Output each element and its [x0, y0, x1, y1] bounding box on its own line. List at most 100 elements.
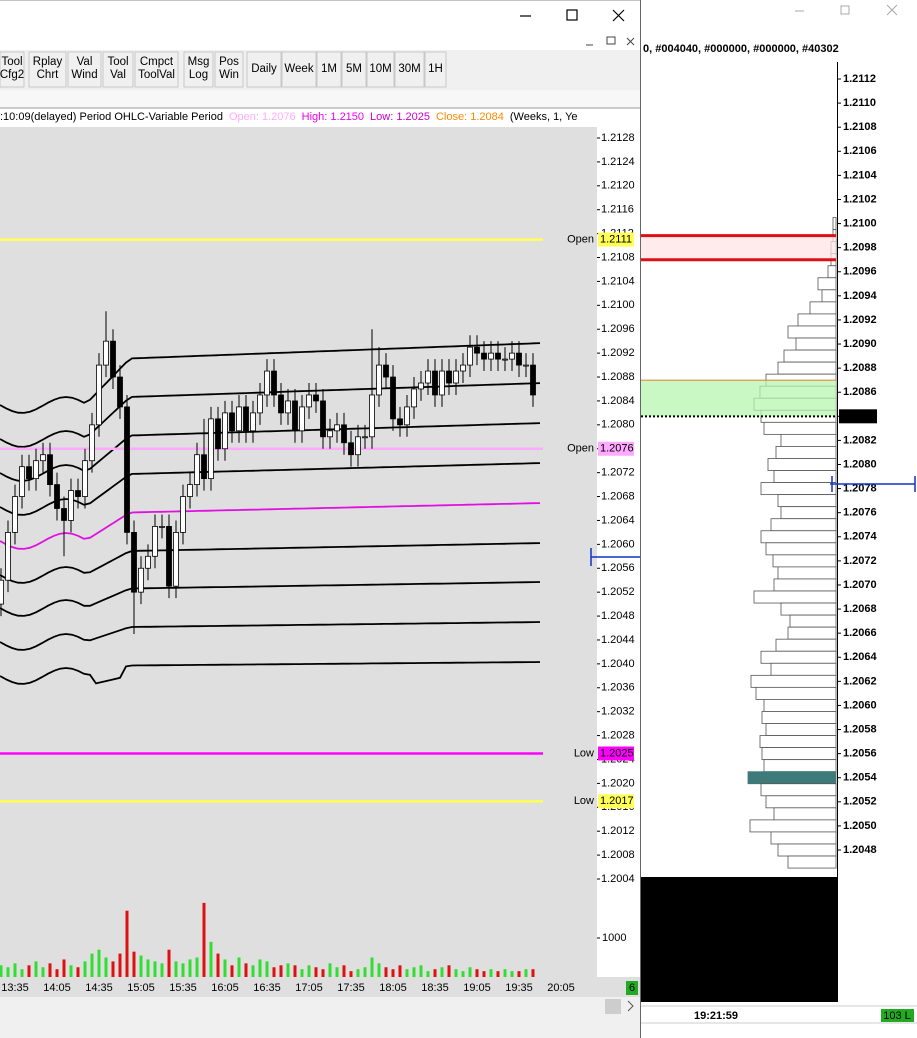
right-restore[interactable]: [840, 5, 850, 15]
candle-body: [117, 376, 123, 408]
y-tick-label: 1.2110: [843, 97, 876, 109]
volume-bar: [447, 965, 451, 977]
profile-bar: [760, 530, 837, 544]
volume-bar: [90, 953, 94, 977]
toolbar-button[interactable]: [102, 51, 134, 88]
volume-bar: [153, 961, 157, 977]
candle-body: [495, 352, 501, 360]
candle-body: [159, 526, 165, 528]
candle-body: [502, 358, 508, 361]
x-tick-label: 17:05: [295, 982, 323, 994]
candle-body: [96, 364, 102, 426]
candle-body: [383, 364, 389, 378]
toolbar-button[interactable]: [366, 51, 395, 88]
candle-body: [236, 406, 242, 432]
y-tick-label: 1.2070: [843, 579, 877, 591]
candle-body: [271, 370, 277, 396]
y-tick-label: 1.2080: [601, 419, 635, 431]
y-tick-label: 1.2104: [601, 275, 635, 287]
toolbar-button[interactable]: [28, 51, 67, 88]
level-value: 1.2017: [600, 795, 634, 807]
volume-bar: [279, 965, 283, 977]
y-tick-label: 1.2068: [601, 490, 635, 502]
y-tick-label: 1.2056: [843, 748, 877, 760]
level-box: [598, 441, 634, 456]
profile-bar: [763, 759, 837, 773]
candle-body: [250, 412, 256, 432]
level-label: Low: [574, 795, 594, 807]
volume-bar: [503, 969, 507, 977]
candle-body: [208, 418, 214, 480]
volume-bar: [209, 941, 213, 977]
toolbar-button[interactable]: [0, 51, 25, 88]
profile-bar: [797, 313, 837, 327]
scroll-thumb[interactable]: [605, 999, 621, 1014]
candle-body: [68, 490, 74, 521]
toolbar-button[interactable]: [246, 51, 282, 88]
candle-body: [348, 442, 354, 456]
candle-body: [152, 526, 158, 557]
candle-body: [397, 418, 403, 426]
volume-bar: [62, 959, 66, 977]
scrollbar[interactable]: [0, 997, 640, 1017]
volume-bar: [531, 969, 535, 977]
toolbar-button[interactable]: [134, 51, 179, 88]
volume-bar: [314, 967, 318, 977]
y-tick-label: 1.2072: [601, 467, 635, 479]
volume-bar: [517, 971, 521, 977]
right-close[interactable]: [886, 4, 898, 16]
band-line: [0, 342, 541, 414]
status-bar: [0, 1017, 640, 1038]
level-value: 1.2111: [600, 233, 632, 245]
price-axis: [597, 127, 640, 977]
toolbar-button[interactable]: [316, 51, 342, 88]
button-label: Val: [77, 56, 93, 68]
volume-bar: [468, 967, 472, 977]
toolbar-button[interactable]: [394, 51, 425, 88]
left-badge-box: [626, 981, 638, 995]
y-tick-label: 1.2098: [843, 242, 877, 254]
blue-marker[interactable]: [830, 476, 916, 492]
volume-bar: [391, 969, 395, 977]
maximize-button[interactable]: [566, 9, 578, 21]
toolbar-button[interactable]: [67, 51, 102, 88]
x-tick-label: 18:35: [421, 982, 449, 994]
profile-bar: [770, 518, 837, 532]
profile-bar: [753, 590, 837, 604]
candle-body: [19, 466, 25, 497]
scroll-arrow[interactable]: [627, 1000, 634, 1012]
toolbar-gap: [0, 90, 640, 108]
candle-body: [278, 394, 284, 414]
x-tick-label: 18:05: [379, 982, 407, 994]
profile-bar: [770, 662, 837, 676]
volume-bar: [202, 902, 206, 977]
volume-bar: [272, 967, 276, 977]
toolbar-button[interactable]: [424, 51, 447, 88]
close-button[interactable]: [612, 9, 625, 22]
volume-tick-label: 1000: [602, 932, 626, 944]
profile-bar: [795, 337, 837, 351]
y-tick-label: 1.2052: [843, 796, 877, 808]
candle-body: [411, 388, 417, 408]
candle-body: [257, 394, 263, 414]
volume-bar: [405, 969, 409, 977]
candle-body: [187, 484, 193, 497]
toolbar-button[interactable]: [214, 51, 244, 88]
toolbar-button[interactable]: [183, 51, 214, 88]
profile-bar: [770, 831, 837, 845]
volume-bar: [48, 963, 52, 977]
candle-body: [124, 406, 130, 533]
child-close[interactable]: [626, 37, 635, 46]
volume-bar: [461, 971, 465, 977]
y-tick-label: 1.2028: [601, 729, 635, 741]
left-badge: 6: [629, 982, 635, 994]
toolbar-button[interactable]: [281, 51, 317, 88]
volume-bar: [146, 959, 150, 977]
child-restore[interactable]: [606, 36, 616, 45]
profile-bar: [760, 650, 837, 664]
toolbar-button[interactable]: [341, 51, 367, 88]
button-label: 5M: [346, 63, 362, 75]
volume-bar: [510, 971, 514, 977]
plot-area: [0, 127, 597, 977]
